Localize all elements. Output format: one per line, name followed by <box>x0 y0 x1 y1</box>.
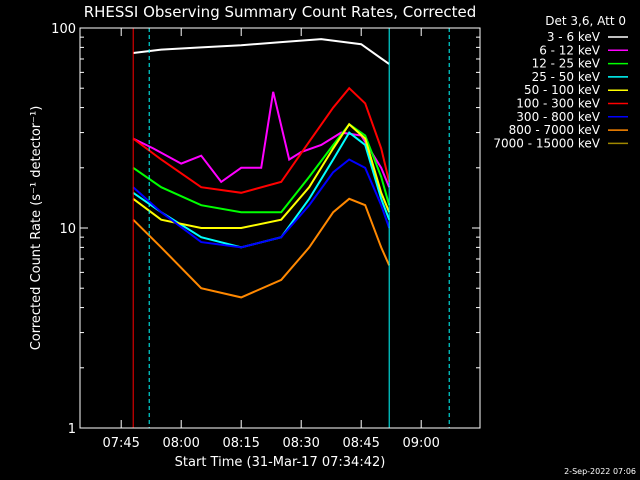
legend-entry-label: 800 - 7000 keV <box>509 123 601 137</box>
legend-entry-label: 7000 - 15000 keV <box>493 136 600 150</box>
series-line <box>133 38 390 65</box>
x-tick-label: 08:45 <box>342 436 379 451</box>
legend-entry-label: 6 - 12 keV <box>539 43 601 57</box>
plot-frame <box>79 27 481 429</box>
series-line <box>132 122 391 214</box>
series-line <box>132 131 391 249</box>
legend-entry-label: 50 - 100 keV <box>524 83 601 97</box>
y-axis-ticks: 1 10 100 <box>51 22 480 437</box>
x-axis-ticks: 07:45 08:00 08:15 08:30 08:45 09:00 <box>102 28 440 451</box>
x-tick-label: 08:00 <box>162 436 199 451</box>
legend-entry-label: 300 - 800 keV <box>516 110 600 124</box>
legend-entry-label: 3 - 6 keV <box>547 30 601 44</box>
x-tick-label: 09:00 <box>402 436 439 451</box>
x-tick-label: 08:15 <box>222 436 259 451</box>
series-line <box>132 91 391 188</box>
chart-title: RHESSI Observing Summary Count Rates, Co… <box>84 3 477 21</box>
x-axis-label: Start Time (31-Mar-17 07:34:42) <box>175 455 386 470</box>
interval-markers <box>132 28 450 428</box>
legend-entry-label: 12 - 25 keV <box>532 57 601 71</box>
legend-title: Det 3,6, Att 0 <box>545 14 626 28</box>
x-tick-label: 08:30 <box>282 436 319 451</box>
legend-entry-label: 25 - 50 keV <box>532 70 601 84</box>
x-tick-label: 07:45 <box>102 436 139 451</box>
timestamp: 2-Sep-2022 07:06 <box>564 467 636 476</box>
series-line <box>132 197 391 299</box>
legend-entry-label: 100 - 300 keV <box>516 97 600 111</box>
series-line <box>132 122 391 229</box>
plot-series-group <box>132 38 391 299</box>
y-tick-label: 1 <box>68 422 76 437</box>
series-line <box>132 86 391 194</box>
y-axis-label: Corrected Count Rate (s⁻¹ detector⁻¹) <box>29 106 44 351</box>
y-tick-label: 10 <box>59 222 76 237</box>
series-line <box>132 158 391 249</box>
y-tick-label: 100 <box>51 22 76 37</box>
